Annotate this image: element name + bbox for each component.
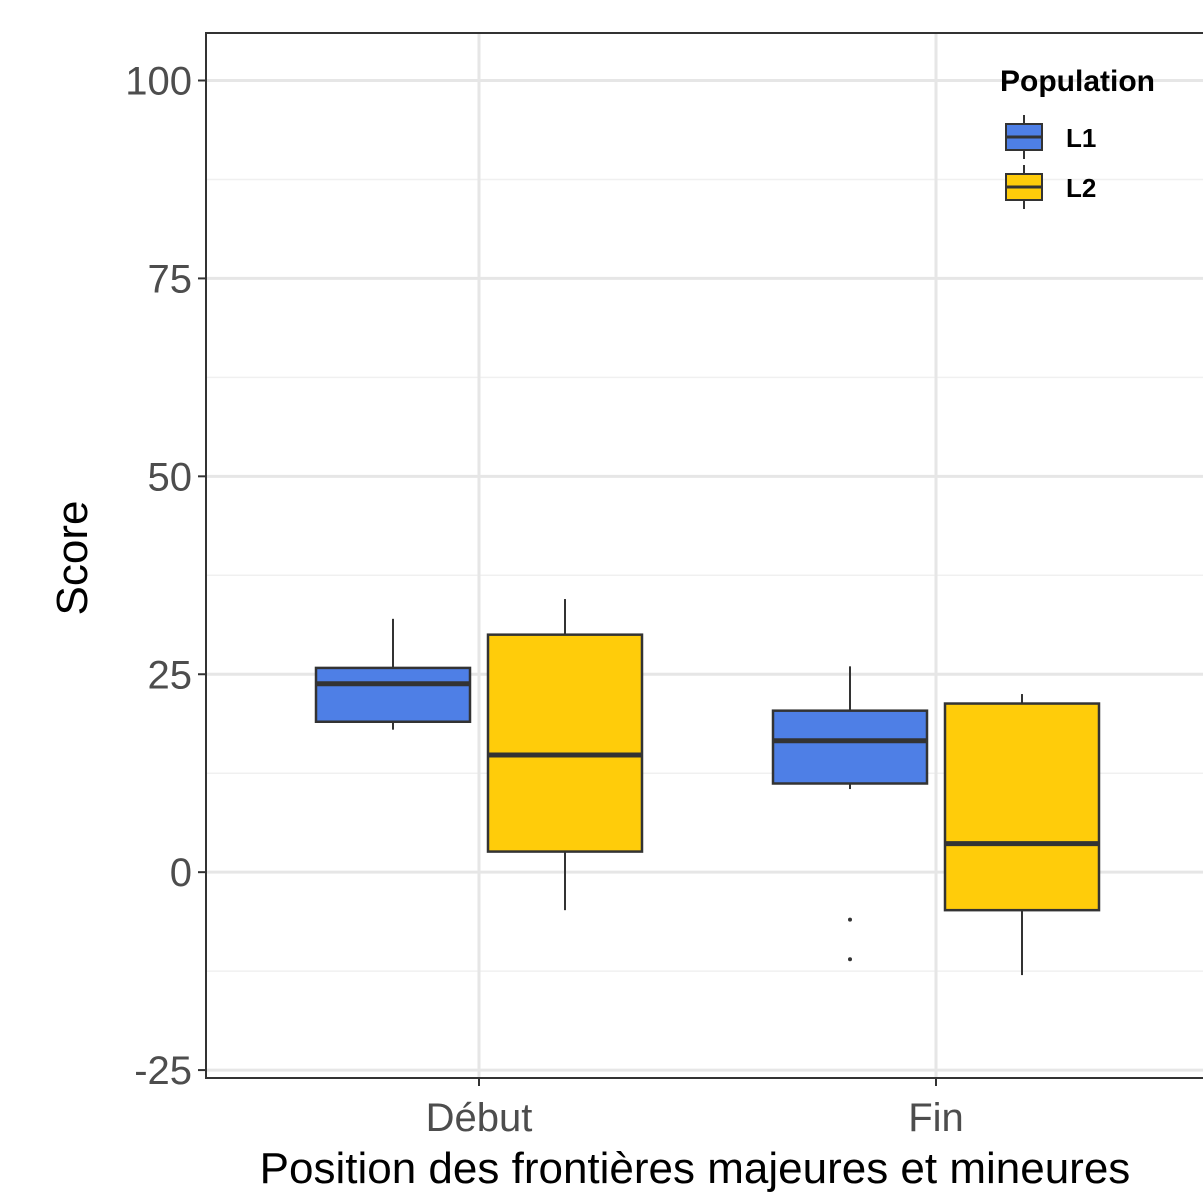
plot-panel-border: [205, 32, 1203, 1079]
legend-title: Population: [1000, 65, 1155, 98]
legend-label: L1: [1066, 123, 1096, 153]
y-tick-label: 25: [148, 653, 193, 697]
outlier-point: [848, 957, 852, 962]
y-tick-label: -25: [134, 1049, 192, 1093]
y-tick-label: 0: [170, 851, 192, 895]
outlier-point: [848, 917, 852, 922]
y-tick-label: 75: [148, 257, 193, 301]
x-axis-title: Position des frontières majeures et mine…: [260, 1144, 1131, 1193]
x-tick-label: Fin: [908, 1096, 964, 1140]
box-plot-series: [314, 599, 1101, 976]
box-body: [771, 709, 929, 785]
y-axis-title: Score: [48, 501, 97, 616]
box-L1-Fin: [771, 666, 929, 962]
legend-label: L2: [1066, 173, 1096, 203]
box-body: [943, 702, 1101, 912]
y-tick-label: 100: [125, 60, 192, 104]
axes: -25 0 25 50 75 100 Début Fin: [125, 60, 964, 1141]
box-L2-Début: [486, 599, 644, 911]
box-body: [314, 666, 472, 724]
box-L2-Fin: [943, 694, 1101, 976]
legend-item-L2: L2: [1005, 165, 1096, 209]
box-body: [486, 633, 644, 853]
box-L1-Début: [314, 618, 472, 730]
legend: Population L1 L2: [1000, 65, 1155, 209]
grid-lines: [206, 33, 1203, 1078]
x-tick-label: Début: [426, 1096, 533, 1140]
legend-item-L1: L1: [1005, 115, 1096, 159]
y-tick-label: 50: [148, 455, 193, 499]
